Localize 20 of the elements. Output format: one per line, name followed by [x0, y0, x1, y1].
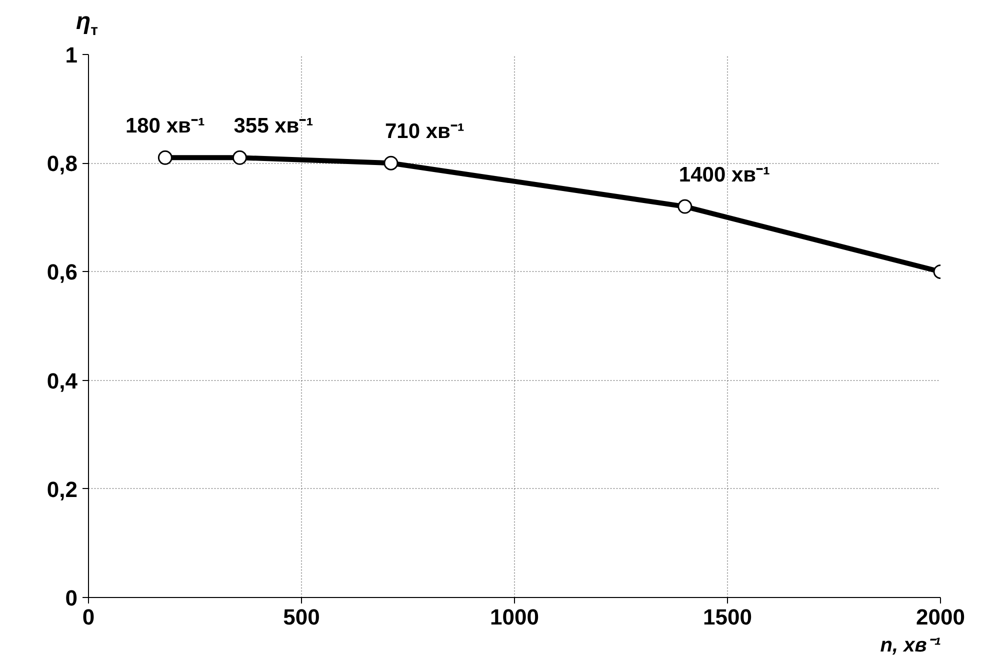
x-tick-label: 2000 — [916, 604, 965, 630]
y-axis-title: η$_{т}$ — [76, 7, 98, 41]
y-tick-label: 0 — [65, 586, 78, 610]
point — [158, 150, 172, 165]
x-tick-label: 1000 — [490, 604, 539, 630]
y-tick-label: 0,8 — [46, 151, 78, 176]
y-tick-label: 1 — [65, 42, 78, 68]
annotation: 180 хв⁻¹ — [125, 114, 205, 138]
y-tick-label: 0,4 — [46, 368, 78, 394]
y-tick-label: 0,2 — [46, 476, 78, 502]
point — [232, 150, 247, 165]
annotation: 710 хв⁻¹ — [384, 120, 464, 144]
x-tick-label: 0 — [82, 604, 95, 630]
x-axis-title: n, хв⁻¹ — [880, 634, 941, 656]
x-tick-label: 500 — [283, 604, 320, 630]
point — [384, 156, 398, 170]
x-tick-label: 1500 — [703, 604, 752, 630]
annotation: 1400 хв⁻¹ — [678, 164, 770, 187]
annotation: 355 хв⁻¹ — [234, 114, 314, 138]
y-tick-label: 0,6 — [46, 260, 78, 285]
